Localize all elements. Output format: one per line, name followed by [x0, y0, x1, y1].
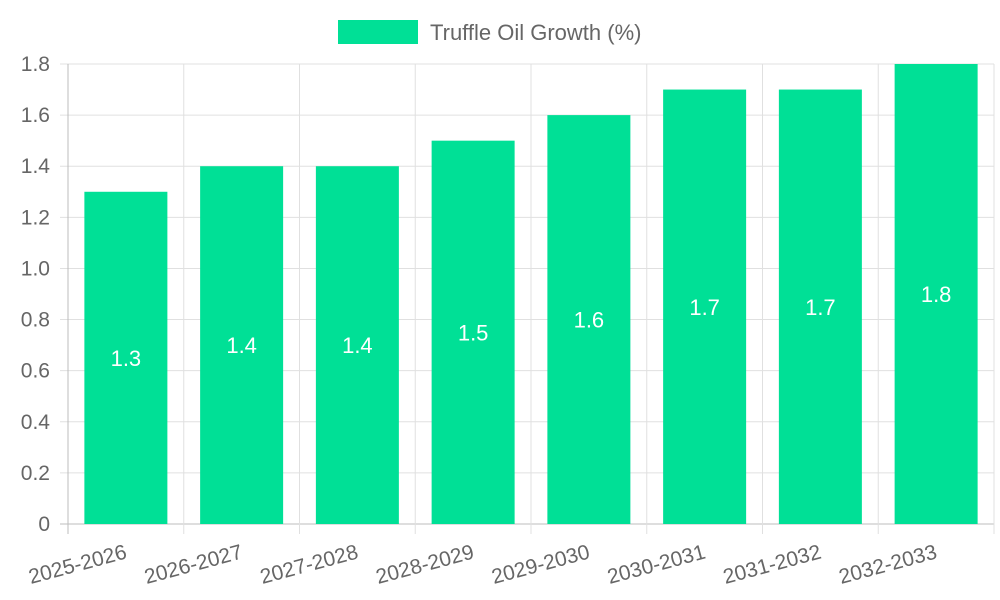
bar-value-label: 1.6 — [574, 308, 605, 333]
y-tick-label: 0 — [38, 513, 50, 536]
x-tick-label: 2028-2029 — [373, 541, 476, 589]
bar[interactable] — [84, 191, 168, 524]
y-tick-label: 1.0 — [21, 257, 50, 280]
bar-value-label: 1.7 — [689, 295, 720, 320]
bar[interactable] — [431, 140, 515, 524]
bars — [84, 64, 978, 525]
x-tick-label: 2030-2031 — [605, 541, 708, 589]
x-tick-label: 2032-2033 — [836, 541, 939, 589]
bar-value-label: 1.3 — [111, 346, 142, 371]
bar[interactable] — [315, 166, 399, 524]
y-tick-label: 1.8 — [21, 53, 50, 76]
data-labels: 1.3 1.4 1.4 1.5 1.6 1.7 1.7 1.8 — [111, 282, 952, 371]
y-tick-label: 0.4 — [21, 411, 51, 434]
legend[interactable]: Truffle Oil Growth (%) — [338, 20, 641, 45]
bar[interactable] — [547, 115, 631, 524]
x-tick-label: 2026-2027 — [142, 541, 245, 589]
y-tick-label: 0.6 — [21, 360, 50, 383]
bar[interactable] — [894, 64, 978, 524]
x-tick-label: 2029-2030 — [489, 541, 592, 589]
y-tick-label: 0.8 — [21, 309, 50, 332]
bar[interactable] — [200, 166, 284, 524]
bar-value-label: 1.8 — [921, 282, 952, 307]
legend-label[interactable]: Truffle Oil Growth (%) — [430, 20, 641, 45]
bar-value-label: 1.4 — [226, 333, 257, 358]
x-tick-label: 2025-2026 — [26, 541, 129, 589]
bar[interactable] — [663, 89, 747, 525]
y-tick-label: 1.4 — [21, 155, 51, 178]
bar-value-label: 1.7 — [805, 295, 836, 320]
y-tick-label: 1.2 — [21, 206, 50, 229]
bar-value-label: 1.4 — [342, 333, 373, 358]
x-tick-label: 2031-2032 — [721, 541, 824, 589]
bar-value-label: 1.5 — [458, 320, 489, 345]
y-tick-label: 0.2 — [21, 462, 50, 485]
legend-swatch[interactable] — [338, 20, 418, 44]
y-tick-label: 1.6 — [21, 104, 50, 127]
bar[interactable] — [778, 89, 862, 525]
x-tick-label: 2027-2028 — [258, 541, 361, 589]
